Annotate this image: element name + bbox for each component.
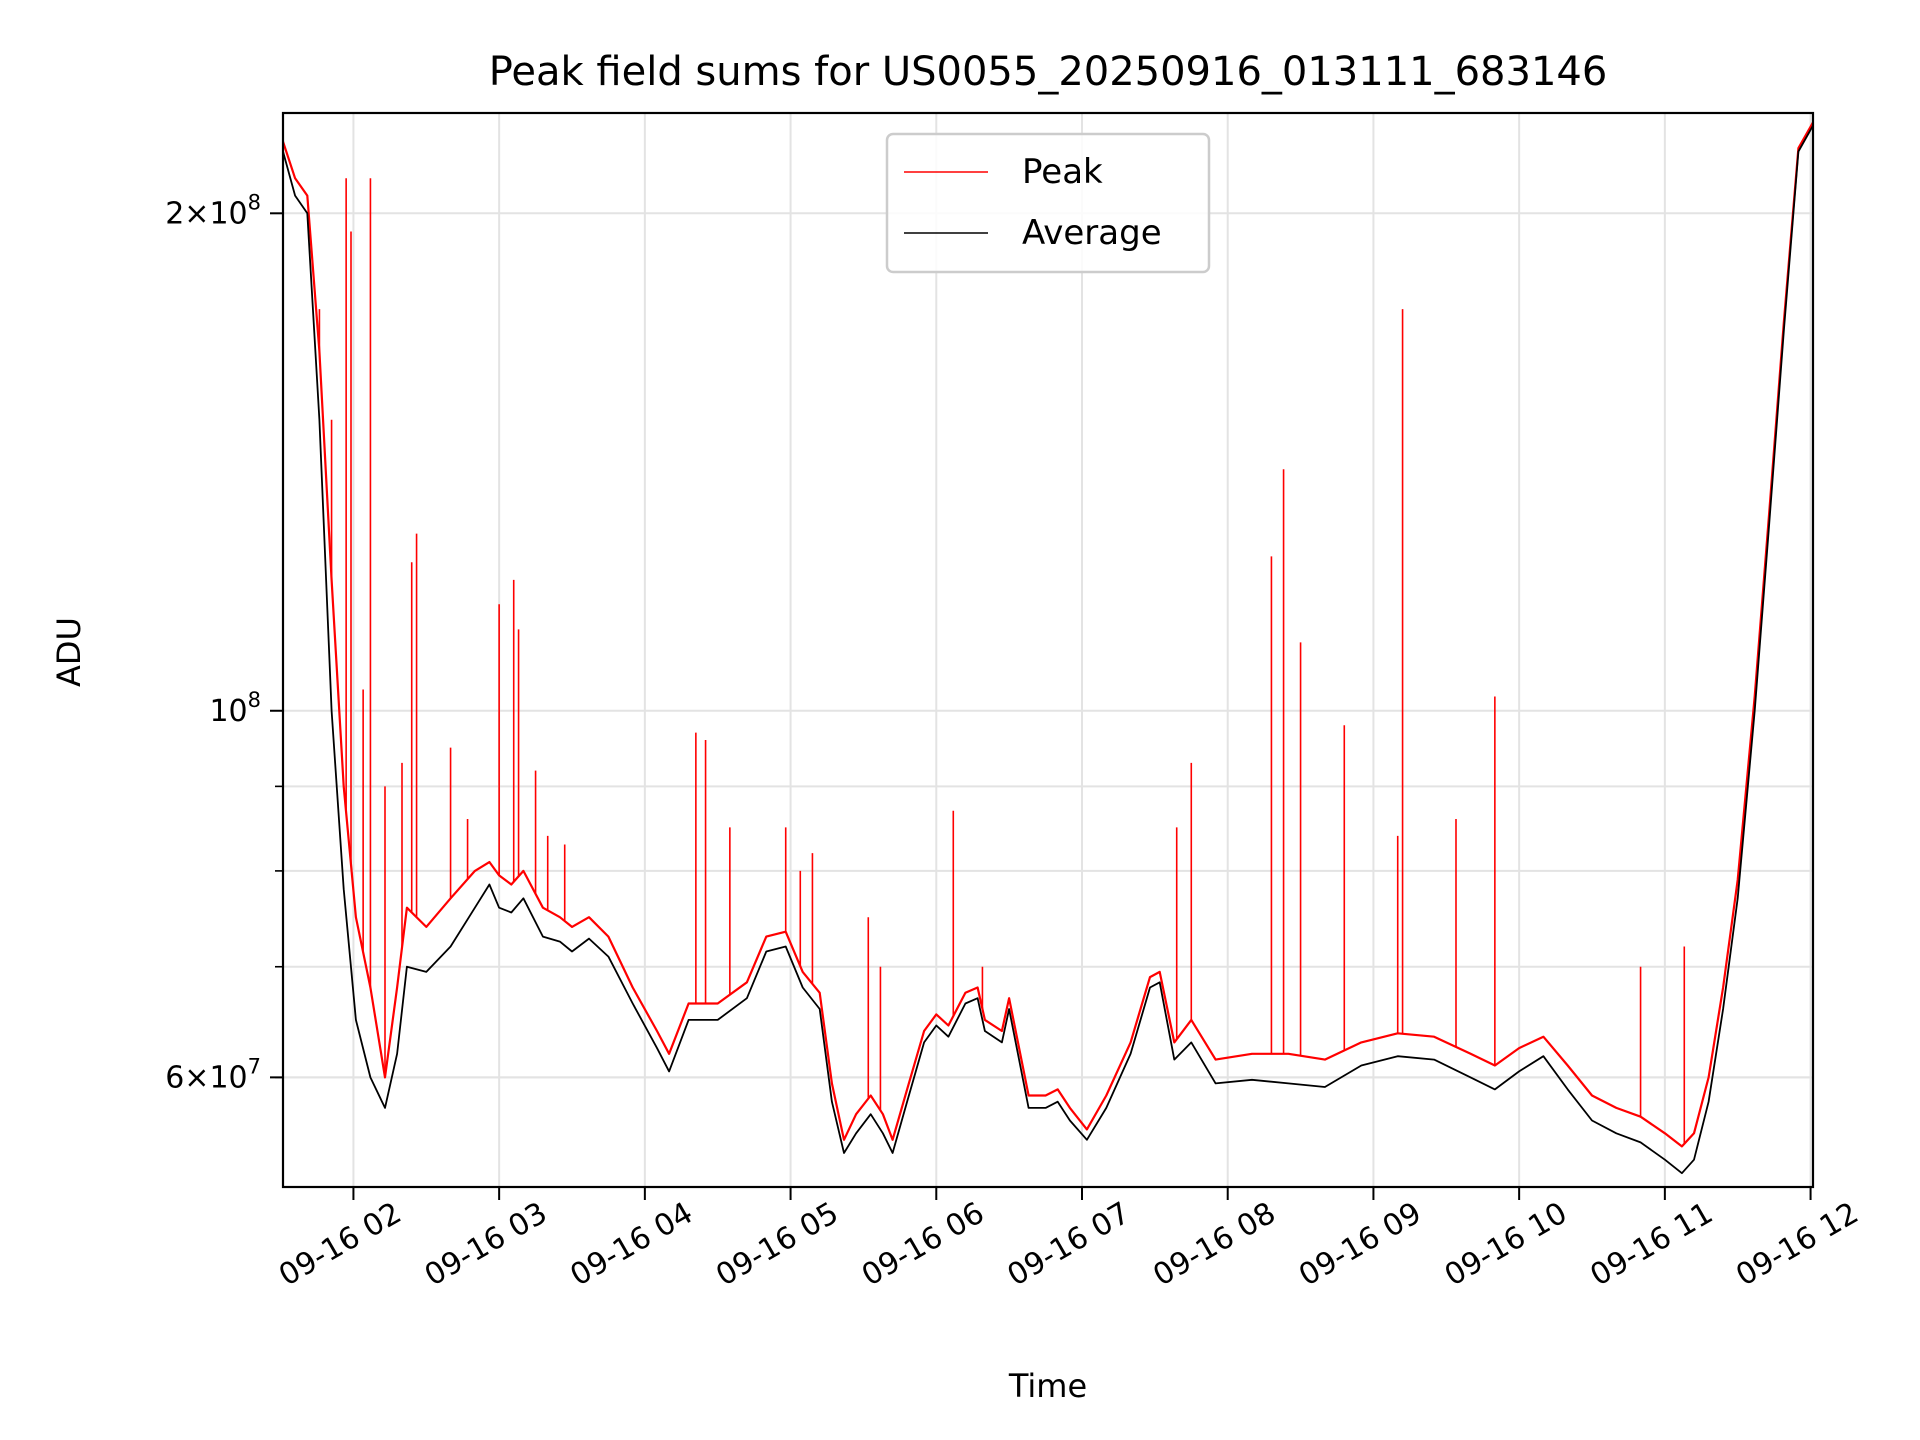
- y-tick-label: 108: [209, 688, 261, 729]
- chart-title: Peak field sums for US0055_20250916_0131…: [489, 49, 1608, 95]
- legend-box: [885, 132, 1211, 274]
- plot-frame: [281, 111, 1815, 1189]
- grid: [283, 113, 1813, 1187]
- y-tick-label: 6×107: [165, 1054, 261, 1095]
- series-layer: [283, 121, 1813, 1175]
- y-tick-label: 2×108: [165, 190, 261, 231]
- y-axis-label: ADU: [50, 617, 88, 687]
- legend-label-peak: Peak: [1022, 152, 1103, 192]
- plot-area: [283, 121, 1813, 1175]
- x-axis-label: Time: [1008, 1367, 1087, 1405]
- legend: Peak Average: [885, 132, 1211, 274]
- legend-label-average: Average: [1022, 213, 1162, 253]
- series-line-peak: [283, 121, 1813, 1148]
- series-line-average: [283, 125, 1813, 1175]
